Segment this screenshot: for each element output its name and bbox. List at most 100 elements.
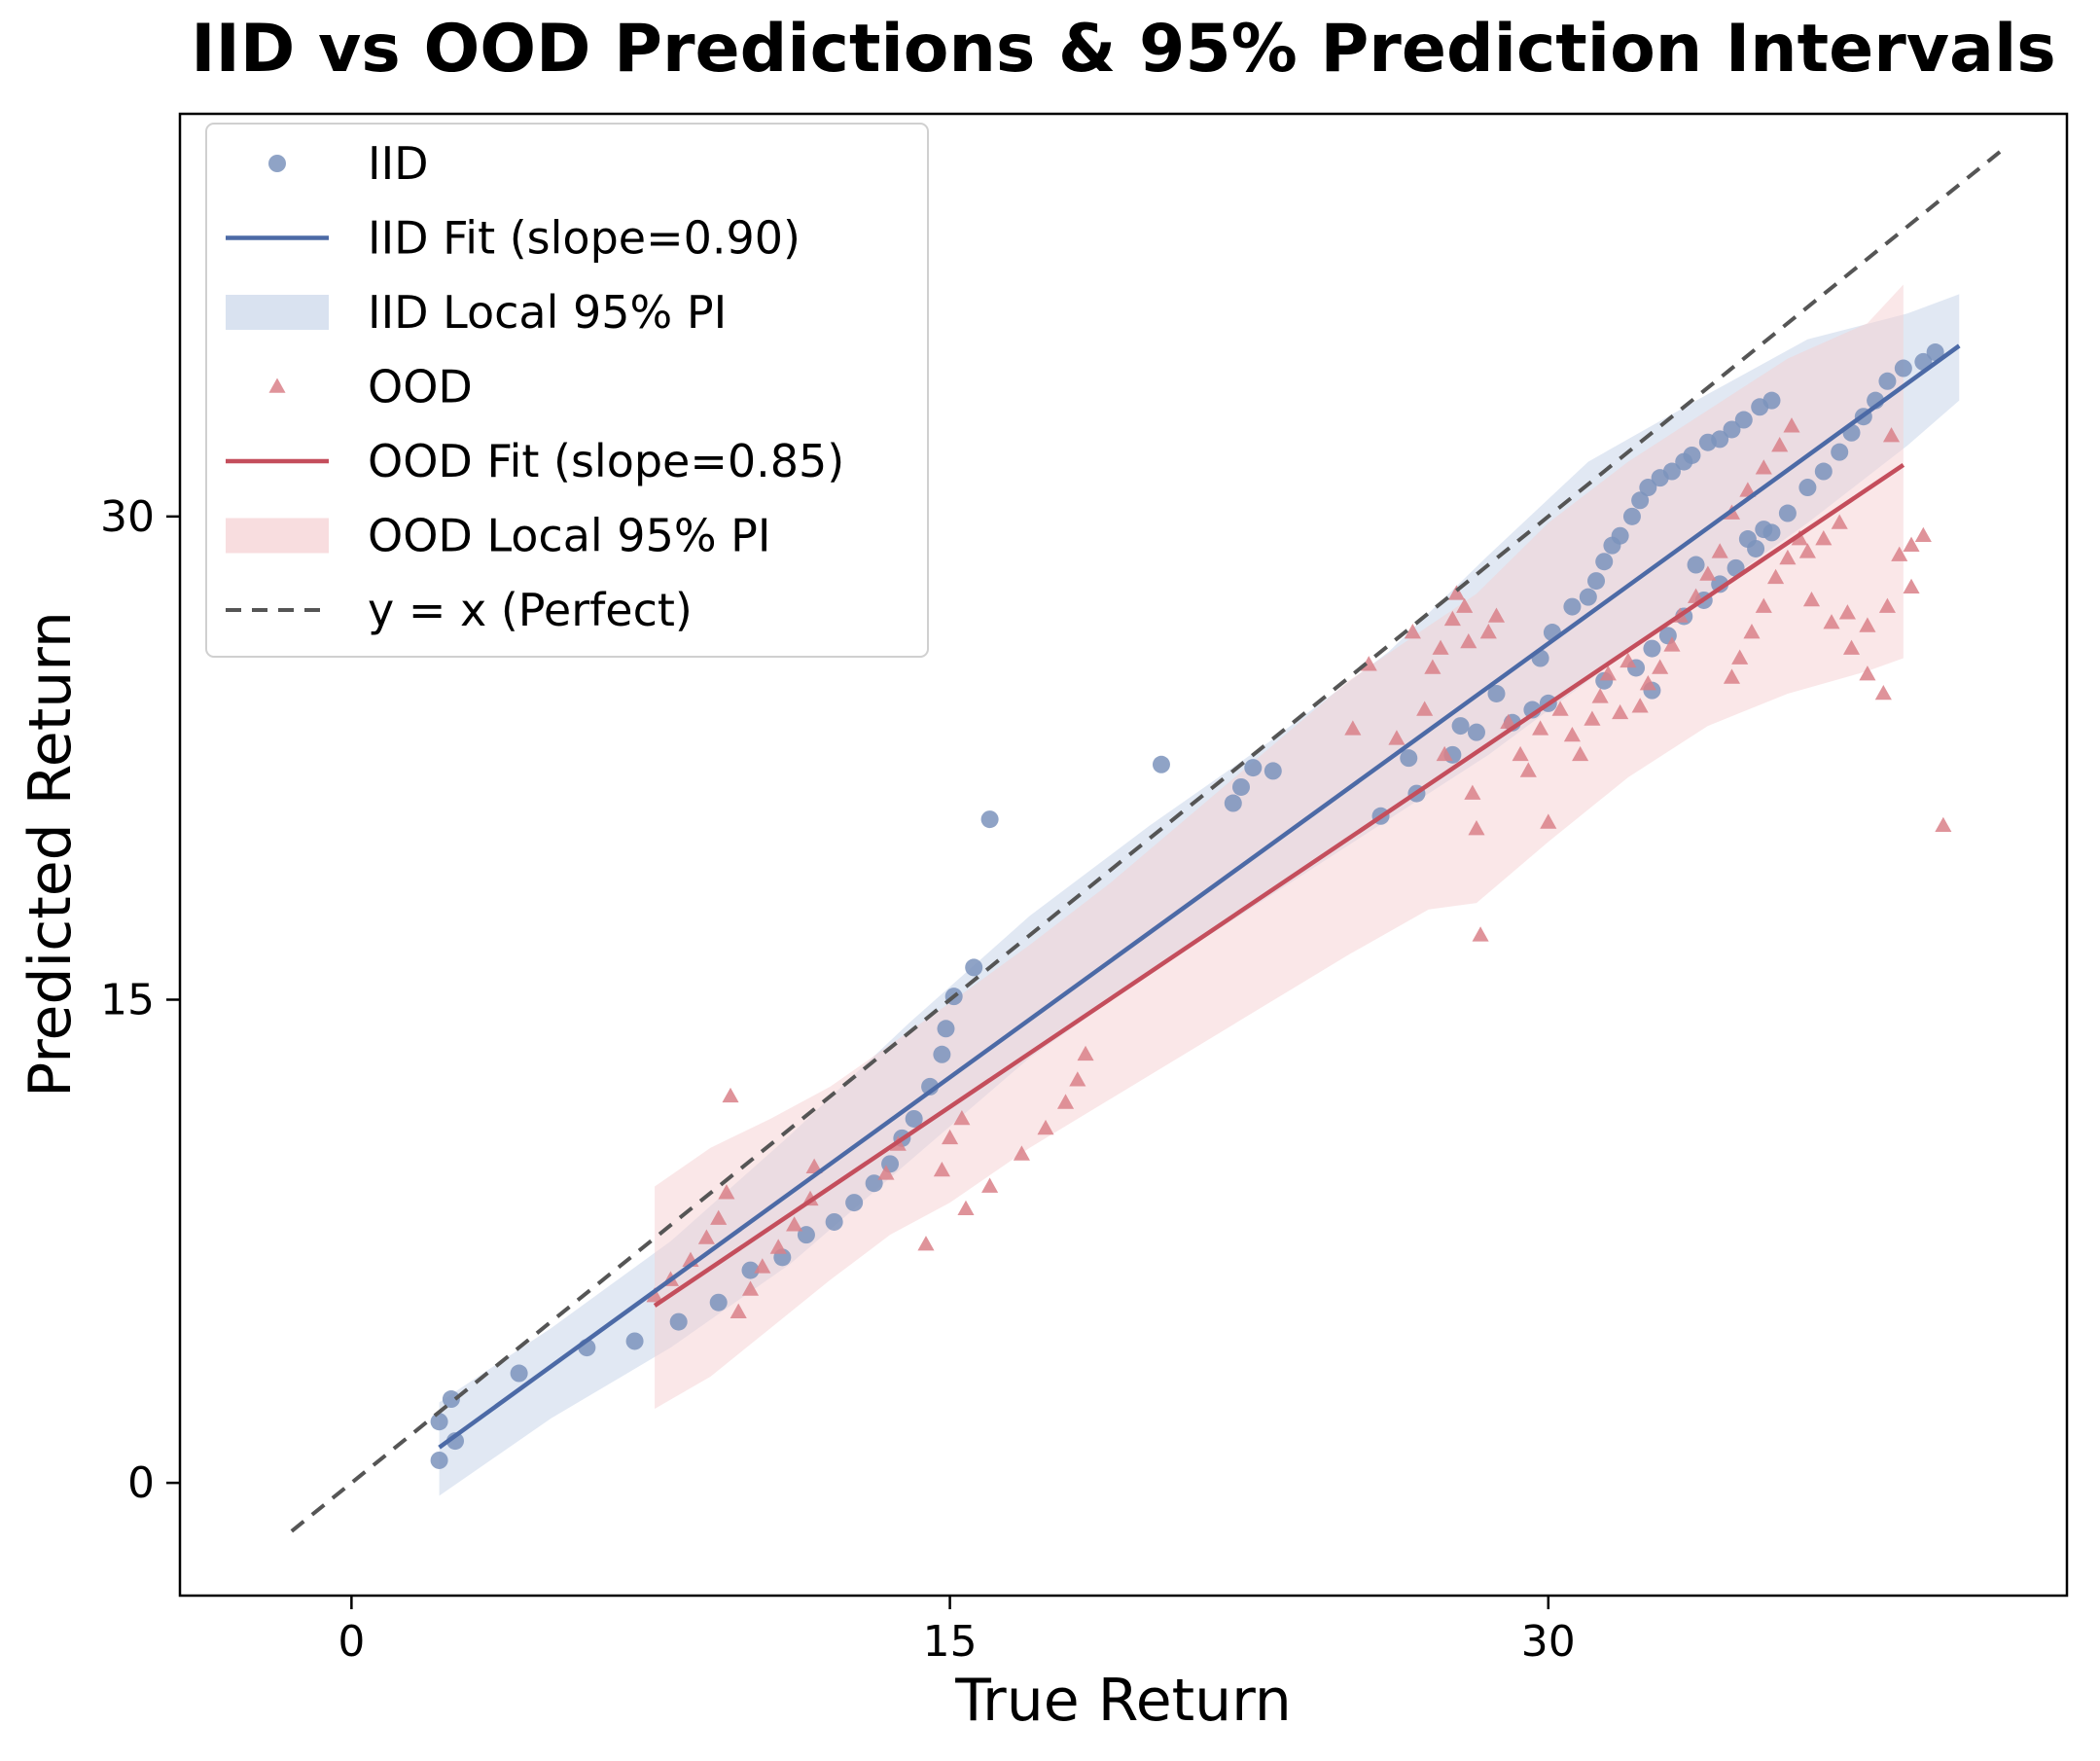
iid-point [1579,588,1597,606]
ood-point [1802,591,1821,607]
ood-point [1652,659,1669,674]
ood-point [1838,604,1856,620]
iid-point [1595,553,1614,571]
iid-point [1152,755,1170,773]
ood-point [1755,459,1772,475]
ood-point [1468,820,1485,836]
iid-point [1711,430,1729,449]
ood-point [1037,1119,1054,1135]
ood-point [722,1087,739,1103]
iid-point [1264,762,1282,780]
ood-point [917,1236,935,1251]
iid-point [1894,359,1912,377]
ood-point [1731,649,1749,665]
iid-point [1244,759,1263,777]
legend-item-iid-fit-slope-0-90: IID Fit (slope=0.90) [368,212,801,265]
ood-point [1882,427,1901,443]
iid-point [1798,479,1817,497]
ood-point [1842,639,1861,655]
ood-point [1077,1045,1094,1061]
ood-point [1551,701,1569,716]
ood-point [1639,675,1656,691]
ood-point [1013,1145,1030,1161]
ood-point [933,1161,950,1177]
ood-point [1831,514,1848,529]
ood-point [1540,813,1557,829]
ood-point [1878,597,1896,613]
ood-point [1859,617,1876,632]
iid-point [430,1413,448,1431]
ood-point [1416,701,1434,716]
ood-point [1500,713,1517,730]
ood-point [1739,482,1757,497]
x-tick-label: 15 [923,1617,978,1667]
legend-item-ood-fit-slope-0-85: OOD Fit (slope=0.85) [368,435,844,487]
ood-point [1779,549,1797,565]
ood-point [1456,597,1474,613]
iid-point [905,1109,923,1128]
legend-item-y-x-perfect: y = x (Perfect) [368,584,693,636]
x-axis-label: True Return [954,1667,1292,1735]
ood-prediction-band [655,284,1904,1409]
ood-point [1572,745,1589,762]
iid-point [1755,521,1773,539]
ood-point [1783,417,1800,433]
iid-point [1563,597,1582,616]
ood-point [1584,710,1601,726]
ood-point [1591,688,1609,703]
ood-point [786,1216,803,1232]
iid-point [709,1293,728,1312]
legend-handle-ood [268,377,286,393]
ood-point [1771,437,1789,452]
iid-point [1734,411,1753,429]
ood-point [1699,565,1717,581]
ood-point [1935,816,1952,833]
y-tick-label: 30 [100,492,155,542]
ood-point [1404,624,1421,639]
iid-point [1878,372,1897,390]
ood-point [1619,652,1637,668]
iid-point [1487,684,1506,702]
iid-point [1926,343,1944,362]
y-axis-label: Predicted Return [17,611,85,1097]
iid-point [1400,749,1418,768]
ood-point [1711,543,1728,558]
ood-point [805,1158,823,1173]
ood-point [1612,703,1629,720]
iid-point [933,1045,951,1063]
ood-point [730,1303,747,1318]
ood-point [1723,668,1741,684]
iid-point [825,1212,843,1231]
axes-frame [178,112,2069,1598]
ood-point [1859,665,1876,681]
ood-point [1743,624,1761,639]
iid-point [741,1261,760,1279]
ood-point [1815,530,1833,546]
chart-title: IID vs OOD Predictions & 95% Prediction … [191,11,2055,88]
iid-point [1831,443,1849,461]
iid-point [442,1390,460,1409]
ood-point [981,1177,999,1193]
iid-point [980,810,999,829]
ood-point [1874,684,1892,701]
ood-point [957,1200,975,1215]
iid-point [430,1451,448,1469]
iid-point [669,1312,688,1331]
ood-point [754,1258,771,1274]
iid-point [1631,491,1650,510]
ood-point [1767,568,1785,585]
ood-fit-line [653,463,1905,1308]
legend-item-ood-local-95-pi: OOD Local 95% PI [368,510,770,562]
y-tick-label: 15 [100,975,155,1024]
ood-point [1631,698,1649,713]
iid-point [1587,572,1606,591]
axes: 0 15 30 0 15 30 [100,492,1576,1667]
legend-item-iid-local-95-pi: IID Local 95% PI [368,286,727,339]
ood-point [741,1280,760,1296]
ood-point [953,1109,971,1126]
iid-point [1451,717,1470,736]
legend-item-iid: IID [368,137,429,190]
iid-point [965,958,983,977]
iid-point [1231,777,1250,796]
